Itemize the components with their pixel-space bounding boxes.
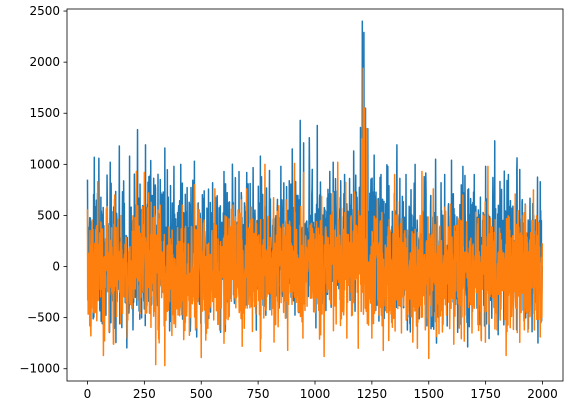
x-tick-label: 250 [133, 387, 156, 401]
x-tick-label: 1250 [357, 387, 388, 401]
y-tick-label: 2000 [29, 55, 60, 69]
series-line-2 [86, 67, 544, 367]
x-tick-label: 500 [190, 387, 213, 401]
y-tick-label: 1500 [29, 106, 60, 120]
x-tick-label: 1000 [300, 387, 331, 401]
y-tick-label: −1000 [19, 362, 60, 376]
y-tick-label: 0 [52, 260, 60, 274]
x-axis: 0 250 500 750 1000 1250 1500 1750 2000 [84, 381, 558, 401]
y-tick-label: 2500 [29, 4, 60, 18]
x-tick-label: 0 [84, 387, 92, 401]
axes-frame [66, 8, 564, 382]
x-tick-label: 1500 [413, 387, 444, 401]
y-tick-label: 1000 [29, 157, 60, 171]
y-tick-label: −500 [27, 311, 60, 325]
y-axis: −1000 −500 0 500 1000 1500 2000 2500 [19, 4, 67, 376]
series-layer [86, 20, 544, 367]
x-tick-label: 1750 [470, 387, 501, 401]
y-tick-label: 500 [37, 208, 60, 222]
x-tick-label: 2000 [527, 387, 558, 401]
x-tick-label: 750 [247, 387, 270, 401]
